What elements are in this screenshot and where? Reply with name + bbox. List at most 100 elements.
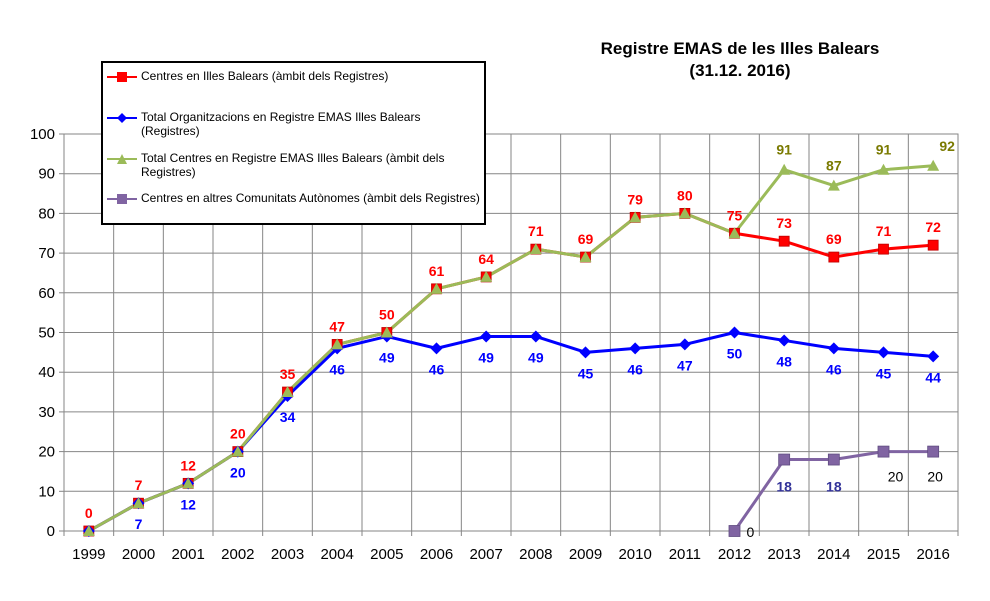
point-marker-diamond [629, 342, 642, 355]
y-tick-label: 0 [47, 523, 55, 540]
legend-marker-purple-square-icon [107, 194, 137, 204]
point-marker-triangle [529, 243, 542, 255]
y-tick-label: 70 [38, 245, 55, 262]
point-marker-square [778, 453, 791, 466]
point-marker-triangle [281, 386, 294, 398]
legend-marker-green-triangle-icon [107, 154, 137, 164]
x-tick-label: 2006 [420, 546, 453, 563]
point-marker-square [827, 453, 840, 466]
x-tick-label: 2004 [320, 546, 353, 563]
x-tick-label: 1999 [72, 546, 105, 563]
data-label-red: 35 [280, 366, 296, 382]
data-label-red: 75 [727, 207, 743, 223]
point-marker-diamond [877, 346, 890, 359]
data-label-red: 72 [925, 219, 941, 235]
legend-label: Total Centres en Registre EMAS Illes Bal… [141, 151, 445, 179]
data-label-green: 91 [776, 142, 792, 158]
x-tick-label: 2011 [669, 546, 701, 563]
point-marker-triangle [877, 163, 890, 175]
data-label-green: 87 [826, 158, 842, 174]
point-marker-square [927, 239, 939, 251]
data-label-red: 71 [528, 223, 544, 239]
data-label-blue: 7 [135, 516, 143, 532]
x-tick-label: 2014 [817, 546, 850, 563]
point-marker-diamond [529, 330, 542, 343]
x-tick-label: 2000 [122, 546, 155, 563]
data-label-blue: 20 [230, 465, 246, 481]
data-label-blue: 48 [776, 353, 792, 369]
data-label-red: 47 [329, 318, 345, 334]
data-label-green: 92 [939, 138, 955, 154]
data-label-purple: 0 [747, 524, 755, 540]
point-marker-diamond [678, 338, 691, 351]
data-label-red: 7 [135, 477, 143, 493]
data-label-blue: 46 [429, 361, 445, 377]
data-label-red: 12 [180, 457, 196, 473]
point-marker-triangle [430, 282, 443, 294]
point-marker-triangle [827, 179, 840, 191]
data-label-red: 61 [429, 263, 445, 279]
point-marker-triangle [231, 445, 244, 457]
data-label-blue: 12 [180, 496, 196, 512]
point-marker-diamond [728, 326, 741, 339]
chart-title-line1: Registre EMAS de les Illes Balears [600, 39, 880, 58]
point-marker-diamond [927, 350, 940, 363]
y-tick-label: 100 [30, 126, 55, 143]
x-tick-label: 2002 [221, 546, 254, 563]
y-tick-label: 30 [38, 404, 55, 421]
point-marker-triangle [678, 207, 691, 219]
data-label-blue: 46 [627, 361, 643, 377]
x-tick-label: 2010 [618, 546, 651, 563]
data-label-purple: 18 [826, 479, 842, 495]
data-label-red: 69 [826, 231, 842, 247]
point-marker-square [878, 243, 889, 255]
y-tick-label: 90 [38, 166, 55, 183]
y-tick-label: 50 [38, 325, 55, 342]
point-marker-square [927, 445, 940, 458]
x-tick-label: 2013 [767, 546, 800, 563]
data-label-red: 73 [776, 215, 792, 231]
point-marker-triangle [82, 525, 95, 536]
data-label-red: 50 [379, 307, 395, 323]
y-tick-label: 20 [38, 444, 55, 461]
point-marker-square [828, 251, 840, 263]
point-marker-diamond [430, 342, 443, 355]
x-tick-label: 2008 [519, 546, 552, 563]
point-marker-square [877, 445, 890, 458]
point-marker-diamond [480, 330, 493, 343]
legend-label: Centres en Illes Balears (àmbit dels Reg… [141, 69, 389, 83]
data-label-purple: 20 [927, 469, 943, 485]
x-tick-label: 2012 [718, 546, 751, 563]
data-label-blue: 34 [280, 409, 296, 425]
x-tick-label: 2015 [867, 546, 900, 563]
data-label-red: 20 [230, 426, 246, 442]
y-tick-label: 10 [38, 483, 55, 500]
point-marker-triangle [182, 477, 195, 489]
x-tick-label: 2001 [171, 546, 204, 563]
point-marker-triangle [480, 270, 493, 282]
series-markers [82, 159, 940, 537]
point-marker-triangle [331, 338, 344, 350]
y-tick-label: 80 [38, 205, 55, 222]
data-labels: 0 7 12 20 35 47 50 61 64 71 69 79 80 75 73 69 71 72 7 12 20 3… [85, 138, 955, 540]
point-marker-triangle [927, 159, 940, 171]
series-lines [88, 164, 934, 533]
x-tick-label: 2016 [916, 546, 949, 563]
x-tick-label: 2007 [469, 546, 502, 563]
point-marker-diamond [778, 334, 791, 347]
point-marker-triangle [728, 227, 741, 239]
data-label-blue: 45 [578, 365, 594, 381]
x-tick-label: 2003 [271, 546, 304, 563]
legend-label: Centres en altres Comunitats Autònomes (… [141, 191, 480, 205]
point-marker-diamond [579, 346, 592, 359]
data-label-blue: 46 [826, 361, 842, 377]
point-marker-square [728, 525, 741, 537]
point-marker-diamond [827, 342, 840, 355]
point-marker-triangle [132, 497, 145, 509]
data-label-blue: 49 [528, 349, 544, 365]
point-marker-triangle [579, 251, 592, 263]
data-label-red: 79 [627, 191, 643, 207]
legend-label: Total Organitzacions en Registre EMAS Il… [141, 110, 421, 138]
point-marker-triangle [380, 326, 393, 338]
